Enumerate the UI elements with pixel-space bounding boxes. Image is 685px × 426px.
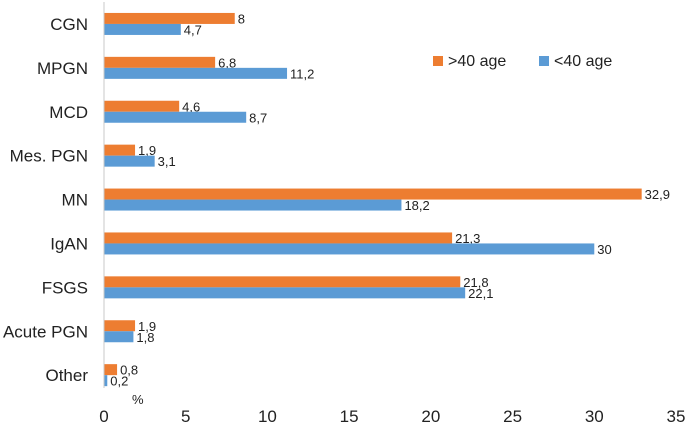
bar-under-40-mes-pgn [104,155,155,167]
legend-label-under-40: <40 age [554,53,612,70]
data-label-over-40-mpgn: 6,8 [218,55,236,70]
data-label-under-40-igan: 30 [597,242,611,257]
legend-swatch-under-40 [539,56,549,66]
bar-over-40-igan [104,232,453,244]
data-label-over-40-mn: 32,9 [645,187,670,202]
bar-under-40-igan [104,243,595,255]
data-label-under-40-mn: 18,2 [404,198,429,213]
legend: >40 age <40 age [433,53,612,70]
bar-over-40-cgn [104,12,235,24]
bars-layer: 84,76,811,24,68,71,93,132,918,221,33021,… [104,11,670,389]
bar-under-40-fsgs [104,287,466,299]
bar-over-40-acute-pgn [104,320,136,332]
x-tick-label-5: 5 [181,407,190,426]
bar-over-40-mes-pgn [104,144,136,156]
data-label-under-40-other: 0,2 [110,374,128,389]
category-label-other: Other [45,366,88,385]
category-label-mn: MN [62,191,88,210]
bar-over-40-mn [104,188,642,200]
bar-under-40-acute-pgn [104,331,134,343]
bar-under-40-mpgn [104,67,288,79]
x-tick-label-35: 35 [667,407,685,426]
category-label-mcd: MCD [49,103,88,122]
category-label-igan: IgAN [50,234,88,253]
x-tick-label-30: 30 [585,407,604,426]
bar-under-40-mcd [104,111,247,123]
x-tick-label-10: 10 [258,407,277,426]
data-label-over-40-igan: 21,3 [455,231,480,246]
data-label-over-40-acute-pgn: 1,9 [138,319,156,334]
data-label-under-40-acute-pgn: 1,8 [136,330,154,345]
data-label-under-40-mcd: 8,7 [249,110,267,125]
data-label-under-40-cgn: 4,7 [184,22,202,37]
bar-under-40-mn [104,199,402,211]
data-label-over-40-mcd: 4,6 [182,99,200,114]
data-label-under-40-fsgs: 22,1 [468,286,493,301]
category-label-acute-pgn: Acute PGN [3,322,88,341]
data-label-under-40-mes-pgn: 3,1 [158,154,176,169]
x-tick-label-15: 15 [340,407,359,426]
data-label-over-40-other: 0,8 [120,363,138,378]
x-axis-unit-label: % [132,392,144,407]
bar-over-40-other [104,364,118,376]
bar-under-40-cgn [104,23,181,35]
legend-swatch-over-40 [433,56,443,66]
data-label-over-40-cgn: 8 [238,11,245,26]
bar-over-40-mcd [104,100,180,112]
category-label-mes-pgn: Mes. PGN [10,147,88,166]
category-label-fsgs: FSGS [42,278,88,297]
data-label-over-40-mes-pgn: 1,9 [138,143,156,158]
category-label-mpgn: MPGN [37,59,88,78]
bar-under-40-other [104,375,108,387]
bar-over-40-mpgn [104,56,216,68]
x-tick-label-25: 25 [503,407,522,426]
bar-over-40-fsgs [104,276,461,288]
data-label-over-40-fsgs: 21,8 [463,275,488,290]
x-tick-label-0: 0 [99,407,108,426]
legend-label-over-40: >40 age [448,53,506,70]
x-tick-label-20: 20 [421,407,440,426]
category-label-cgn: CGN [50,15,88,34]
axis-layer: % CGN MPGN MCD Mes. PGN MN IgAN FSGS Acute PGN O… [3,2,685,426]
data-label-under-40-mpgn: 11,2 [290,66,314,81]
